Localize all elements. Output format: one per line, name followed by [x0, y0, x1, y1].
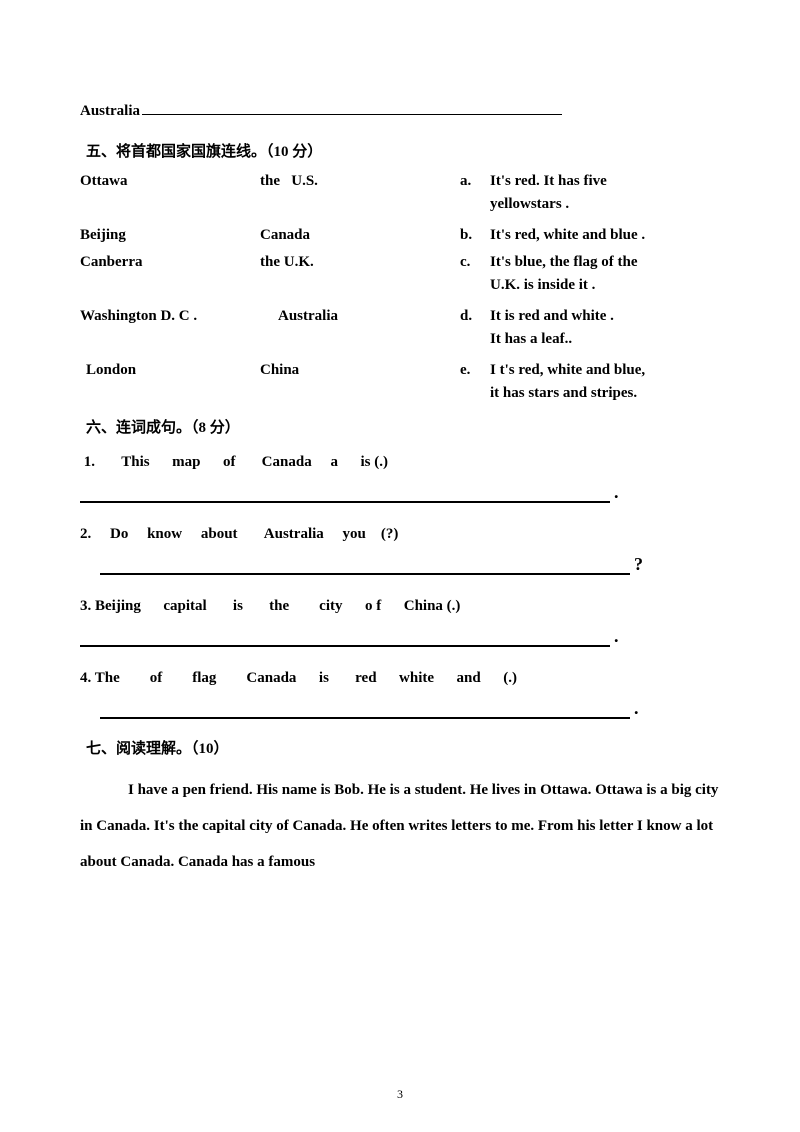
- match-country-2: Canada: [260, 227, 460, 244]
- q3-words: 3. Beijing capital is the city o f China…: [80, 593, 720, 620]
- section-5-heading: 五、将首都国家国旗连线。（10 分）: [86, 140, 720, 161]
- match-row-2: Beijing Canada b. It's red, white and bl…: [80, 227, 720, 244]
- q4-punct: .: [634, 698, 639, 719]
- match-row-3: Canberra the U.K. c. It's blue, the flag…: [80, 254, 720, 271]
- match-country-3: the U.K.: [260, 254, 460, 271]
- match-desc-c: It's blue, the flag of the: [490, 254, 720, 271]
- q2-answer-line[interactable]: ?: [80, 554, 720, 575]
- q2-words: 2. Do know about Australia you (?): [80, 521, 720, 548]
- section-6-heading: 六、连词成句。（8 分）: [86, 416, 720, 437]
- q4-answer-line[interactable]: .: [80, 698, 720, 719]
- match-country-4: Australia: [260, 308, 460, 325]
- page-number: 3: [397, 1087, 403, 1102]
- match-city-3: Canberra: [80, 254, 260, 271]
- match-desc-a: It's red. It has five: [490, 173, 720, 190]
- match-city-2: Beijing: [80, 227, 260, 244]
- q4-words: 4. The of flag Canada is red white and (…: [80, 665, 720, 692]
- match-desc-d: It is red and white .: [490, 308, 720, 325]
- section-7-heading: 七、阅读理解。（10）: [86, 737, 720, 758]
- q1-answer-line[interactable]: .: [80, 482, 720, 503]
- match-letter-c: c.: [460, 254, 490, 271]
- australia-label: Australia: [80, 103, 140, 120]
- match-desc-b: It's red, white and blue .: [490, 227, 720, 244]
- match-letter-e: e.: [460, 362, 490, 379]
- match-country-5: China: [260, 362, 460, 379]
- match-city-1: Ottawa: [80, 173, 260, 190]
- match-desc-c-cont: U.K. is inside it .: [80, 277, 720, 294]
- reading-passage: I have a pen friend. His name is Bob. He…: [80, 772, 720, 880]
- match-desc-e-cont: it has stars and stripes.: [80, 385, 720, 402]
- australia-fill-row: Australia: [80, 100, 720, 120]
- q1-words: 1. This map of Canada a is (.): [80, 449, 720, 476]
- match-country-1: the U.S.: [260, 173, 460, 190]
- match-desc-a-cont: yellowstars .: [80, 196, 720, 213]
- match-row-1: Ottawa the U.S. a. It's red. It has five: [80, 173, 720, 190]
- match-row-5: London China e. I t's red, white and blu…: [80, 362, 720, 379]
- match-row-4: Washington D. C . Australia d. It is red…: [80, 308, 720, 325]
- match-desc-e: I t's red, white and blue,: [490, 362, 720, 379]
- match-city-5: London: [80, 362, 260, 379]
- match-desc-d-cont: It has a leaf..: [80, 331, 720, 348]
- q2-punct: ?: [634, 554, 643, 575]
- australia-blank-line[interactable]: [142, 100, 562, 115]
- q3-answer-line[interactable]: .: [80, 626, 720, 647]
- match-letter-a: a.: [460, 173, 490, 190]
- match-city-4: Washington D. C .: [80, 308, 260, 325]
- match-letter-d: d.: [460, 308, 490, 325]
- match-letter-b: b.: [460, 227, 490, 244]
- q1-punct: .: [614, 482, 619, 503]
- q3-punct: .: [614, 626, 619, 647]
